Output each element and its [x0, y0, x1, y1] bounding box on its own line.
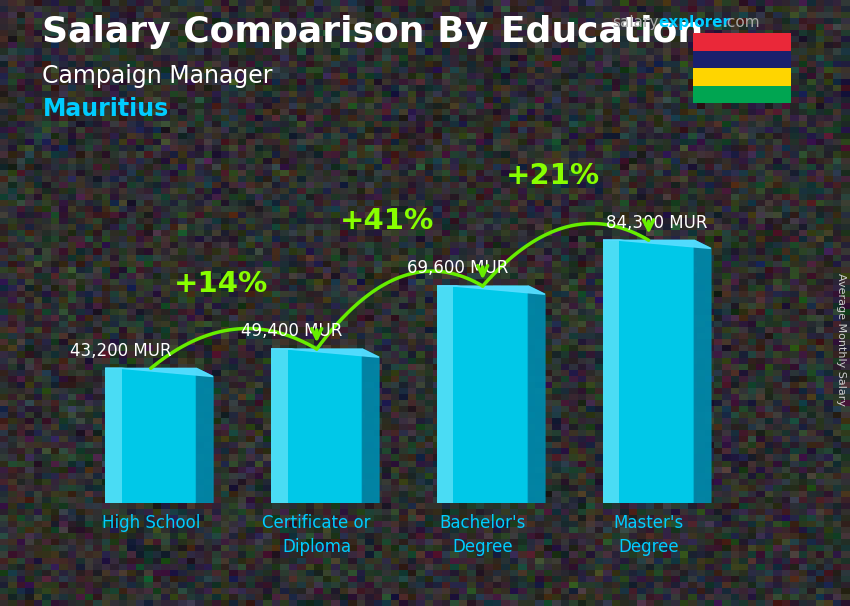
Text: Salary Comparison By Education: Salary Comparison By Education [42, 15, 704, 49]
Bar [105, 368, 122, 503]
Text: .com: .com [722, 15, 760, 30]
Bar [693, 51, 791, 68]
Polygon shape [603, 240, 711, 248]
Polygon shape [694, 240, 711, 503]
Bar [603, 240, 620, 503]
Polygon shape [529, 286, 545, 503]
Bar [271, 349, 362, 503]
Text: explorer: explorer [659, 15, 731, 30]
Text: +41%: +41% [340, 207, 434, 235]
Text: 43,200 MUR: 43,200 MUR [70, 342, 172, 359]
Text: 49,400 MUR: 49,400 MUR [241, 322, 343, 341]
Text: +14%: +14% [174, 270, 269, 298]
Bar [437, 286, 529, 503]
Polygon shape [196, 368, 213, 503]
Polygon shape [437, 286, 545, 295]
Bar [437, 286, 453, 503]
Bar [693, 85, 791, 103]
Polygon shape [105, 368, 213, 376]
Text: Average Monthly Salary: Average Monthly Salary [836, 273, 846, 406]
Bar [603, 240, 694, 503]
Text: +21%: +21% [506, 162, 600, 190]
Bar [693, 33, 791, 51]
Bar [105, 368, 196, 503]
Text: Campaign Manager: Campaign Manager [42, 64, 273, 88]
Polygon shape [362, 349, 379, 503]
Bar [271, 349, 287, 503]
Text: 69,600 MUR: 69,600 MUR [407, 259, 508, 278]
Polygon shape [271, 349, 379, 357]
Text: Mauritius: Mauritius [42, 97, 169, 121]
Bar [693, 68, 791, 85]
Text: 84,300 MUR: 84,300 MUR [606, 213, 708, 231]
Text: salary: salary [612, 15, 659, 30]
